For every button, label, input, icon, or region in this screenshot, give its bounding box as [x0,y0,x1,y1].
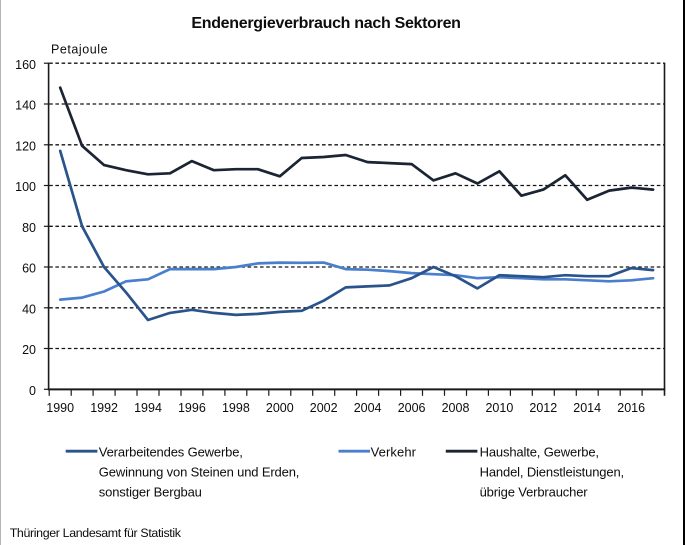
svg-text:1998: 1998 [222,401,250,415]
svg-text:40: 40 [22,303,36,317]
svg-text:140: 140 [15,99,36,113]
svg-text:sonstiger Bergbau: sonstiger Bergbau [99,485,202,500]
svg-text:Petajoule: Petajoule [51,43,108,57]
svg-text:2002: 2002 [310,401,338,415]
svg-text:1990: 1990 [46,401,74,415]
svg-text:1994: 1994 [134,401,162,415]
svg-text:100: 100 [15,180,36,194]
svg-text:1992: 1992 [90,401,118,415]
svg-text:Thüringer Landesamt für Statis: Thüringer Landesamt für Statistik [10,526,182,540]
svg-text:Gewinnung von Steinen und Erde: Gewinnung von Steinen und Erden, [99,465,299,480]
svg-text:2010: 2010 [485,401,513,415]
svg-text:Haushalte, Gewerbe,: Haushalte, Gewerbe, [480,445,599,460]
svg-text:2008: 2008 [442,401,470,415]
svg-text:2016: 2016 [617,401,645,415]
svg-text:Handel, Dienstleistungen,: Handel, Dienstleistungen, [480,465,624,480]
svg-text:2004: 2004 [354,401,382,415]
svg-text:60: 60 [22,262,36,276]
svg-text:2000: 2000 [266,401,294,415]
svg-text:Verkehr: Verkehr [371,445,417,460]
svg-text:übrige Verbraucher: übrige Verbraucher [480,485,589,500]
svg-text:2006: 2006 [398,401,426,415]
svg-text:1996: 1996 [178,401,206,415]
svg-text:0: 0 [29,384,36,398]
svg-text:2014: 2014 [573,401,601,415]
svg-text:20: 20 [22,343,36,357]
svg-text:80: 80 [22,221,36,235]
svg-text:Endenergieverbrauch nach Sekto: Endenergieverbrauch nach Sektoren [191,15,460,32]
svg-text:160: 160 [15,58,36,72]
svg-text:120: 120 [15,140,36,154]
svg-text:2012: 2012 [529,401,557,415]
svg-text:Verarbeitendes Gewerbe,: Verarbeitendes Gewerbe, [99,445,243,460]
